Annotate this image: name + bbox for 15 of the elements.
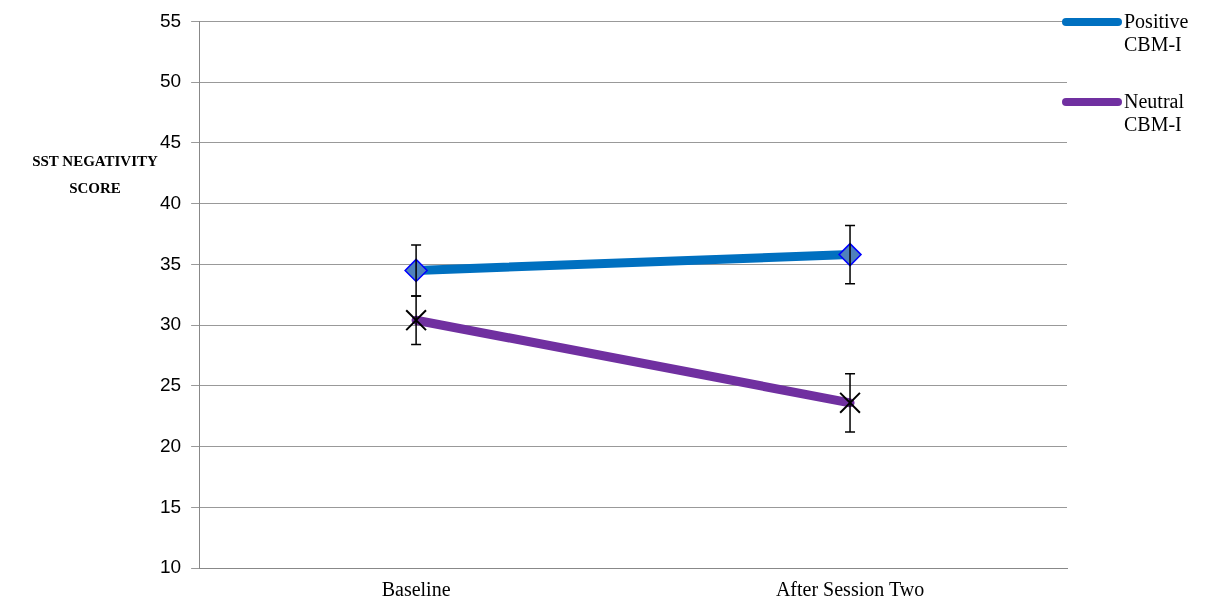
y-tick-label: 45	[159, 131, 182, 153]
y-tick-label: 10	[159, 556, 182, 578]
y-tick-label: 40	[159, 191, 182, 213]
y-tick-label: 30	[159, 313, 182, 335]
y-tick-label: 55	[159, 9, 182, 31]
legend-label: Positive CBM-I	[1124, 10, 1190, 56]
y-tick-label: 25	[159, 374, 182, 396]
y-axis-title: SST NEGATIVITY SCORE	[32, 153, 158, 196]
y-tick-label: 50	[159, 70, 182, 92]
y-tick-label: 35	[159, 252, 182, 274]
y-tick-label: 15	[159, 495, 182, 517]
x-tick-label: After Session Two	[775, 578, 925, 601]
y-tick-label: 20	[159, 434, 182, 456]
x-tick-label: Baseline	[381, 578, 451, 601]
legend-label: Neutral CBM-I	[1124, 90, 1185, 136]
